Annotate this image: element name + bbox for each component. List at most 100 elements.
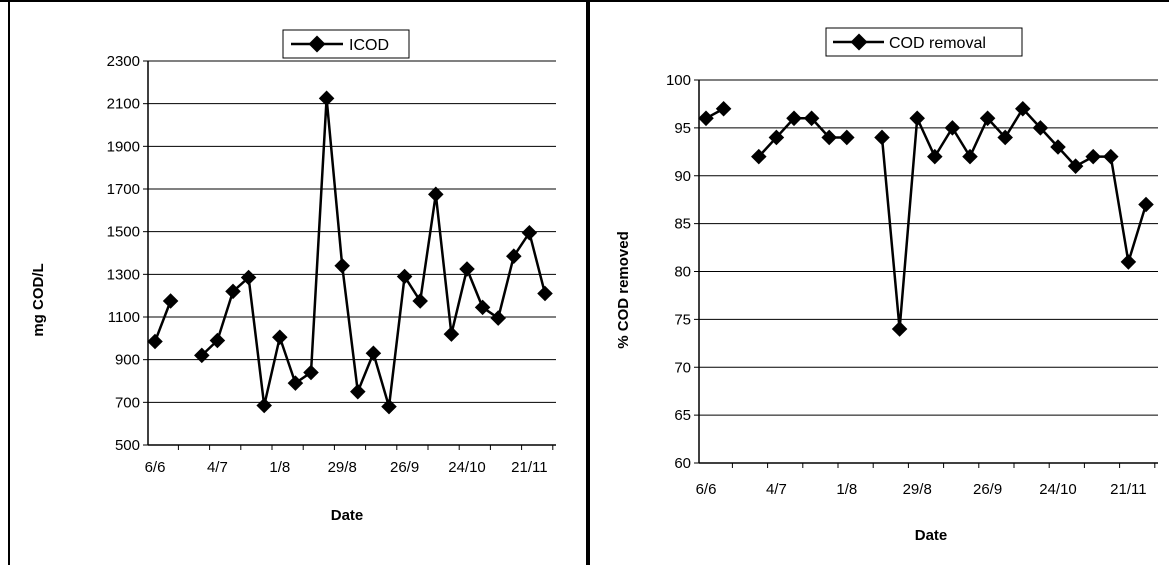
- icod-y-tick-label: 1700: [107, 181, 140, 198]
- icod-y-axis-title: mg COD/L: [30, 263, 47, 336]
- icod-y-tick-label: 500: [115, 437, 140, 454]
- cod-removal-data-point: [891, 321, 908, 337]
- icod-data-point: [521, 224, 538, 241]
- cod-removal-y-tick-labels: 60 65 70 75 80 85 90 95 100: [666, 72, 691, 472]
- cod-removal-legend-label: COD removal: [889, 35, 986, 52]
- icod-data-point: [272, 329, 288, 346]
- cod-removal-series: [698, 100, 1154, 337]
- cod-removal-y-tick-label: 65: [674, 407, 691, 424]
- cod-removal-x-tick-label: 26/9: [973, 481, 1002, 498]
- cod-removal-data-point: [1138, 196, 1154, 213]
- cod-removal-y-axis-title: % COD removed: [615, 231, 632, 349]
- icod-y-tick-label: 900: [115, 352, 140, 369]
- icod-y-tick-label: 1500: [107, 224, 140, 241]
- cod-removal-x-tick-label: 6/6: [696, 481, 717, 498]
- icod-data-point: [412, 293, 428, 309]
- cod-removal-y-tick-label: 75: [674, 311, 691, 328]
- cod-removal-x-axis-title: Date: [915, 527, 948, 544]
- icod-data-point: [287, 375, 304, 391]
- icod-y-tick-label: 1100: [108, 309, 140, 326]
- cod-removal-data-point: [1032, 120, 1049, 136]
- icod-data-point: [209, 332, 226, 349]
- cod-removal-legend: COD removal: [825, 27, 1023, 57]
- cod-removal-x-tick-label: 24/10: [1039, 481, 1077, 498]
- icod-y-tick-labels: 500 700 900 1100 1300 1500 1700 1900 2100 2300: [107, 53, 140, 454]
- cod-removal-legend-marker: [850, 33, 868, 51]
- cod-removal-data-point: [944, 120, 961, 136]
- cod-removal-data-point: [997, 129, 1013, 146]
- icod-data-point: [256, 397, 272, 414]
- cod-removal-data-point: [962, 148, 978, 165]
- cod-removal-y-tick-label: 95: [674, 120, 691, 137]
- icod-data-point: [396, 268, 413, 285]
- cod-removal-data-point: [1120, 254, 1137, 270]
- icod-x-tick-label: 24/10: [448, 459, 486, 476]
- cod-removal-data-point: [698, 110, 714, 127]
- icod-data-point: [381, 398, 397, 415]
- icod-x-tick-label: 6/6: [145, 459, 166, 476]
- cod-removal-series-line: [880, 106, 1148, 330]
- icod-chart: 500 700 900 1100 1300 1500 1700 1900 2100 2300 6/…: [30, 29, 556, 524]
- icod-x-tick-label: 4/7: [207, 459, 228, 476]
- icod-data-point: [334, 258, 350, 274]
- icod-data-point: [365, 345, 382, 362]
- icod-x-tick-label: 26/9: [390, 459, 419, 476]
- icod-series-line: [153, 300, 172, 342]
- cod-removal-y-tick-label: 85: [674, 216, 691, 233]
- icod-data-point: [194, 347, 210, 364]
- cod-removal-data-point: [1050, 139, 1066, 155]
- cod-removal-data-point: [839, 129, 855, 146]
- icod-y-tick-label: 1300: [107, 266, 140, 283]
- icod-x-tick-labels: 6/6 4/7 1/8 29/8 26/9 24/10 21/11: [145, 459, 548, 476]
- cod-removal-y-tick-label: 90: [674, 168, 691, 185]
- cod-removal-data-point: [927, 148, 943, 165]
- icod-gridlines: [148, 60, 556, 403]
- icod-data-point: [147, 333, 163, 350]
- cod-removal-x-tick-labels: 6/6 4/7 1/8 29/8 26/9 24/10 21/11: [696, 481, 1147, 498]
- cod-removal-data-point: [874, 129, 890, 146]
- icod-axes: [143, 60, 556, 450]
- icod-x-tick-label: 1/8: [269, 459, 290, 476]
- icod-data-point: [537, 285, 553, 302]
- icod-y-tick-label: 2300: [107, 53, 140, 70]
- cod-removal-x-tick-label: 21/11: [1110, 481, 1146, 498]
- cod-removal-y-tick-label: 100: [666, 72, 691, 89]
- cod-removal-y-tick-label: 70: [674, 359, 691, 376]
- icod-data-point: [428, 186, 444, 203]
- icod-legend-label: ICOD: [349, 37, 389, 54]
- cod-removal-gridlines: [699, 79, 1158, 416]
- icod-x-tick-label: 29/8: [328, 459, 357, 476]
- icod-series: [147, 90, 553, 415]
- cod-removal-x-tick-label: 1/8: [836, 481, 857, 498]
- cod-removal-chart: 60 65 70 75 80 85 90 95 100 6/6 4/7 1/8 29/8 26/9 24/…: [615, 27, 1158, 544]
- icod-y-tick-label: 700: [115, 394, 140, 411]
- icod-legend: ICOD: [282, 29, 410, 59]
- icod-data-point: [225, 283, 241, 300]
- cod-removal-x-tick-label: 29/8: [903, 481, 932, 498]
- cod-removal-axes: [694, 79, 1158, 468]
- icod-data-point: [443, 326, 460, 342]
- cod-removal-data-point: [821, 129, 837, 146]
- cod-removal-data-point: [1103, 148, 1119, 165]
- icod-data-point: [474, 299, 491, 316]
- cod-removal-data-point: [1067, 158, 1084, 174]
- icod-y-tick-label: 1900: [107, 138, 140, 155]
- icod-data-point: [240, 269, 257, 286]
- cod-removal-x-tick-label: 4/7: [766, 481, 787, 498]
- icod-data-point: [490, 310, 506, 326]
- icod-data-point: [303, 364, 319, 381]
- icod-data-point: [162, 293, 179, 309]
- cod-removal-data-point: [909, 110, 925, 127]
- icod-x-axis-title: Date: [331, 507, 364, 524]
- cod-removal-data-point: [768, 129, 785, 146]
- icod-data-point: [506, 248, 522, 264]
- cod-removal-y-tick-label: 60: [674, 455, 691, 472]
- icod-data-point: [350, 383, 366, 400]
- cod-removal-y-tick-label: 80: [674, 264, 691, 281]
- cod-removal-data-point: [1085, 148, 1101, 165]
- icod-y-tick-label: 2100: [107, 96, 140, 113]
- icod-x-tick-label: 21/11: [511, 459, 547, 476]
- cod-removal-data-point: [715, 100, 732, 117]
- cod-removal-data-point: [751, 148, 767, 165]
